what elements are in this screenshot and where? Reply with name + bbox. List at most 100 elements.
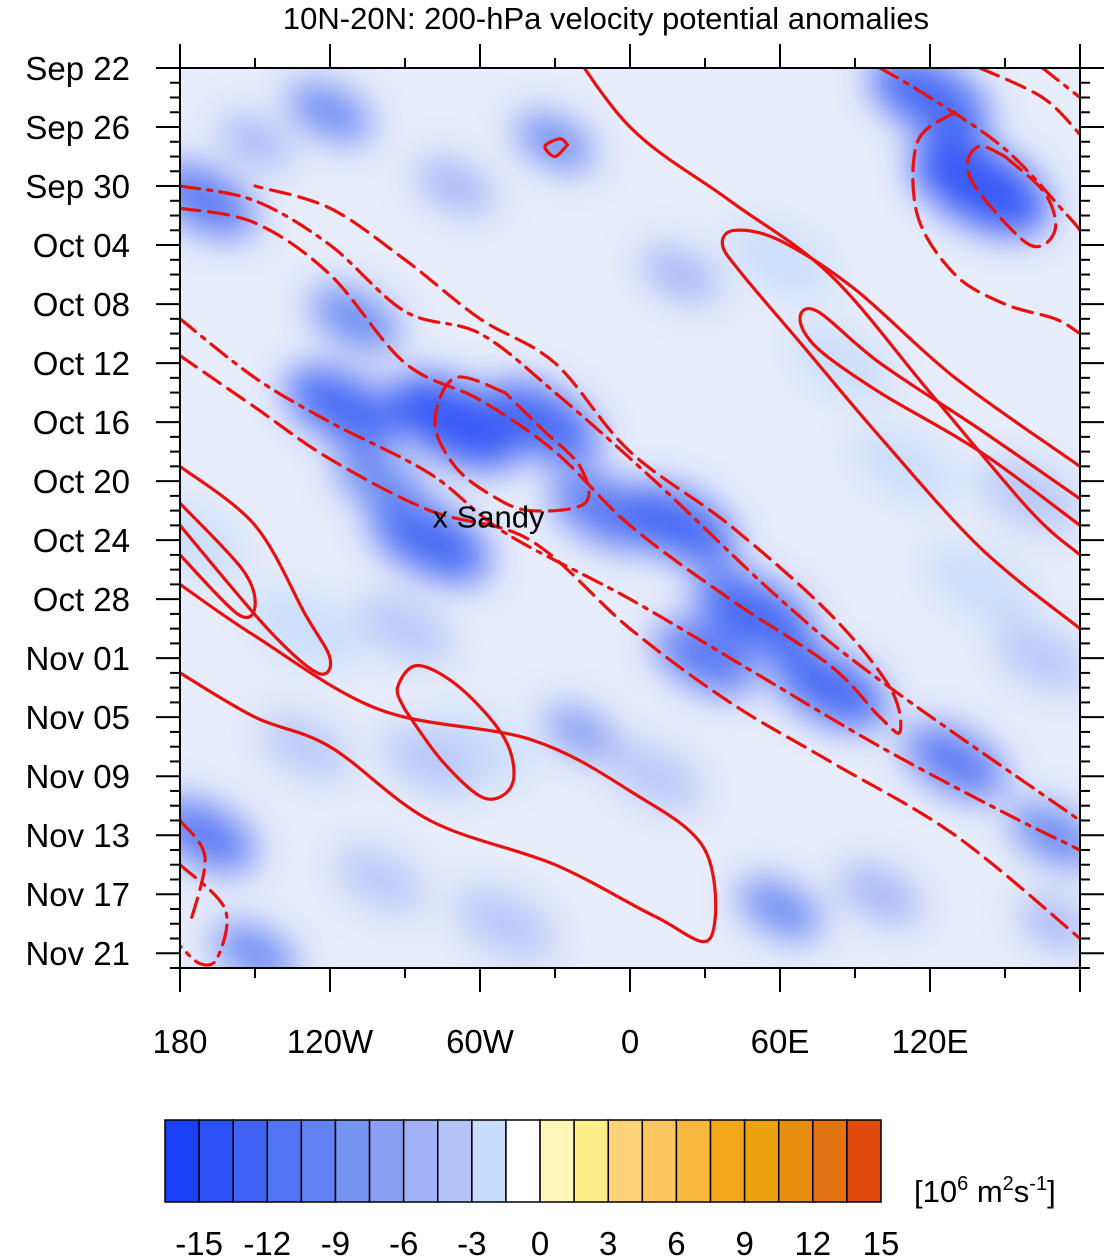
colorbar-box-16 <box>709 1119 746 1203</box>
colorbar-label-6: 3 <box>599 1225 617 1257</box>
colorbar-boxes <box>164 1119 882 1203</box>
colorbar-box-1 <box>198 1119 234 1203</box>
colorbar-box-13 <box>607 1119 644 1203</box>
anomaly-cell-9 <box>415 157 495 215</box>
contour-line-14 <box>180 818 207 926</box>
colorbar-label-7: 6 <box>667 1225 685 1257</box>
colorbar-box-0 <box>164 1119 200 1203</box>
contour-line-16 <box>978 68 1080 136</box>
contour-line-7 <box>395 663 516 801</box>
y-tick-label-1: Sep 26 <box>25 109 130 146</box>
y-tick-label-13: Nov 13 <box>25 817 130 854</box>
colorbar-box-17 <box>743 1119 780 1203</box>
anomaly-cell-10 <box>640 246 720 303</box>
anomaly-cell-11 <box>726 221 834 299</box>
anomaly-cell-4 <box>382 727 478 796</box>
y-tick-label-14: Nov 17 <box>25 876 130 913</box>
contour-line-4 <box>180 464 333 676</box>
anomaly-cell-0 <box>248 588 362 670</box>
colorbar-unit: [106 m2s-1] <box>914 1173 1056 1209</box>
y-tick-label-4: Oct 08 <box>33 286 130 323</box>
anomaly-cell-3 <box>426 708 534 786</box>
anomaly-cell-34 <box>287 82 373 143</box>
x-tick-label-5: 120E <box>891 1023 968 1060</box>
contour-line-15 <box>878 68 1080 232</box>
anomaly-cell-38 <box>212 922 298 968</box>
anomaly-cell-35 <box>515 113 595 170</box>
sandy-annotation: x Sandy <box>433 499 546 534</box>
contour-line-6 <box>180 582 718 944</box>
anomaly-cell-36 <box>1009 802 1080 868</box>
x-tick-label-3: 0 <box>621 1023 639 1060</box>
x-tick-label-4: 60E <box>751 1023 810 1060</box>
anomaly-cell-40 <box>543 705 617 759</box>
x-tick-label-2: 60W <box>446 1023 515 1060</box>
colorbar-label-9: 12 <box>794 1225 831 1257</box>
anomaly-cell-32 <box>904 725 1006 798</box>
plot-area: x Sandy <box>179 67 1081 969</box>
y-tick-label-3: Oct 04 <box>33 227 130 264</box>
colorbar-label-2: -9 <box>321 1225 350 1257</box>
contour-line-1 <box>543 137 570 159</box>
y-tick-label-0: Sep 22 <box>25 50 130 87</box>
anomaly-cell-5 <box>259 714 351 780</box>
colorbar-box-12 <box>573 1119 609 1203</box>
colorbar-label-4: -3 <box>457 1225 486 1257</box>
anomaly-cell-39 <box>737 878 823 940</box>
colorbar-box-5 <box>334 1119 371 1203</box>
y-tick-label-9: Oct 28 <box>33 581 130 618</box>
colorbar-box-14 <box>641 1119 678 1203</box>
colorbar-box-8 <box>437 1119 473 1203</box>
anomaly-cell-6 <box>607 741 703 811</box>
contour-line-2 <box>720 228 1080 631</box>
anomaly-cell-33 <box>654 621 756 695</box>
anomaly-cell-31 <box>773 647 887 729</box>
colorbar-box-4 <box>300 1119 337 1203</box>
x-tick-label-0: 180 <box>152 1023 207 1060</box>
colorbar-label-1: -12 <box>243 1225 291 1257</box>
y-tick-label-5: Oct 12 <box>33 345 130 382</box>
colorbar-box-9 <box>471 1119 507 1203</box>
contour-line-11 <box>180 354 1080 941</box>
y-axis: Sep 22 Sep 26 Sep 30 Oct 04 Oct 08 Oct 12 Oct … <box>25 50 1104 972</box>
anomaly-cell-8 <box>218 115 292 168</box>
colorbar-label-3: -6 <box>389 1225 418 1257</box>
contour-line-10 <box>180 317 1080 852</box>
x-axis: 180 120W 60W 0 60E 120E <box>152 44 1081 1060</box>
contour-line-12 <box>433 375 591 513</box>
anomaly-cell-26 <box>485 381 600 463</box>
colorbar-label-5: 0 <box>531 1225 549 1257</box>
colorbar-box-20 <box>846 1119 882 1203</box>
anomaly-cell-28 <box>551 472 659 550</box>
anomaly-cell-14 <box>979 459 1080 533</box>
contour-line-9 <box>180 184 903 735</box>
y-tick-label-12: Nov 09 <box>25 758 130 795</box>
chart-title: 10N-20N: 200-hPa velocity potential anom… <box>283 1 929 36</box>
contour-line-3 <box>798 307 1080 527</box>
anomaly-cell-22 <box>180 164 256 238</box>
anomaly-cell-27 <box>370 497 490 583</box>
anomaly-cell-20 <box>911 137 1049 235</box>
anomaly-cell-37 <box>180 798 256 872</box>
contour-overlay <box>180 68 1080 967</box>
anomaly-blobs <box>180 68 1080 968</box>
colorbar-box-18 <box>777 1119 814 1203</box>
contour-line-8 <box>180 184 1080 823</box>
contour-line-0 <box>582 68 1080 557</box>
contour-line-13 <box>180 863 229 967</box>
anomaly-cell-29 <box>623 484 737 566</box>
colorbar-box-6 <box>368 1119 405 1203</box>
anomaly-cell-7 <box>454 887 556 961</box>
colorbar-box-7 <box>402 1119 439 1203</box>
contour-line-19 <box>965 144 1058 249</box>
contour-line-18 <box>911 110 1080 336</box>
anomaly-cell-18 <box>837 863 923 925</box>
contour-line-5 <box>180 501 257 620</box>
anomaly-cell-12 <box>788 324 897 402</box>
x-tick-label-1: 120W <box>287 1023 374 1060</box>
anomaly-cell-25 <box>389 375 521 469</box>
colorbar-label-0: -15 <box>175 1225 223 1257</box>
y-tick-label-2: Sep 30 <box>25 168 130 205</box>
y-tick-label-10: Nov 01 <box>25 640 130 677</box>
